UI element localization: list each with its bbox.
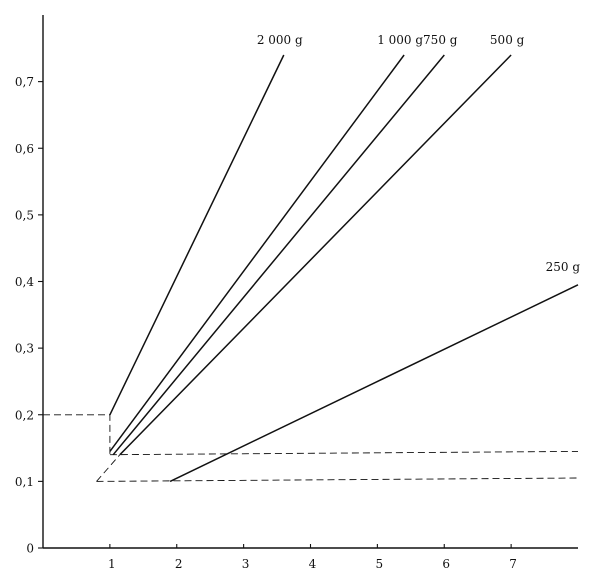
series-label: 1 000 g [377, 33, 423, 47]
series-labels: 2 000 g 1 000 g 750 g 500 g 250 g [257, 33, 580, 274]
y-tick-label: 0,1 [15, 475, 34, 489]
dashed-reference-line [96, 454, 121, 482]
y-tick-label: 0,7 [15, 75, 34, 89]
series-label: 500 g [490, 33, 525, 47]
series-lines [109, 54, 579, 483]
y-tick-label: 0,4 [15, 275, 34, 289]
x-tick-label: 1 [108, 557, 116, 571]
series-line [109, 54, 285, 416]
x-tick-label: 6 [442, 557, 450, 571]
x-tick-label: 7 [509, 557, 517, 571]
reference-lines [43, 414, 579, 482]
series-label: 2 000 g [257, 33, 303, 47]
dashed-reference-line [43, 414, 111, 455]
x-tick-label: 3 [242, 557, 250, 571]
axes: 0 0,1 0,2 0,3 0,4 0,5 0,6 0,7 1 2 3 4 5 6 7 [15, 15, 578, 571]
x-tick-label: 5 [376, 557, 384, 571]
dashed-reference-line [109, 450, 579, 456]
y-tick-label: 0,3 [15, 342, 34, 356]
series-label: 750 g [423, 33, 458, 47]
series-line [119, 54, 512, 456]
y-tick-label: 0,2 [15, 408, 34, 422]
x-tick-label: 2 [175, 557, 183, 571]
y-tick-label: 0,6 [15, 142, 34, 156]
series-line [112, 54, 445, 456]
series-line [169, 284, 579, 483]
y-tick-label: 0 [26, 542, 34, 556]
series-label: 250 g [546, 260, 581, 274]
dashed-reference-line [96, 477, 579, 482]
series-line [109, 54, 405, 452]
y-tick-label: 0,5 [15, 208, 34, 222]
x-tick-label: 4 [309, 557, 317, 571]
